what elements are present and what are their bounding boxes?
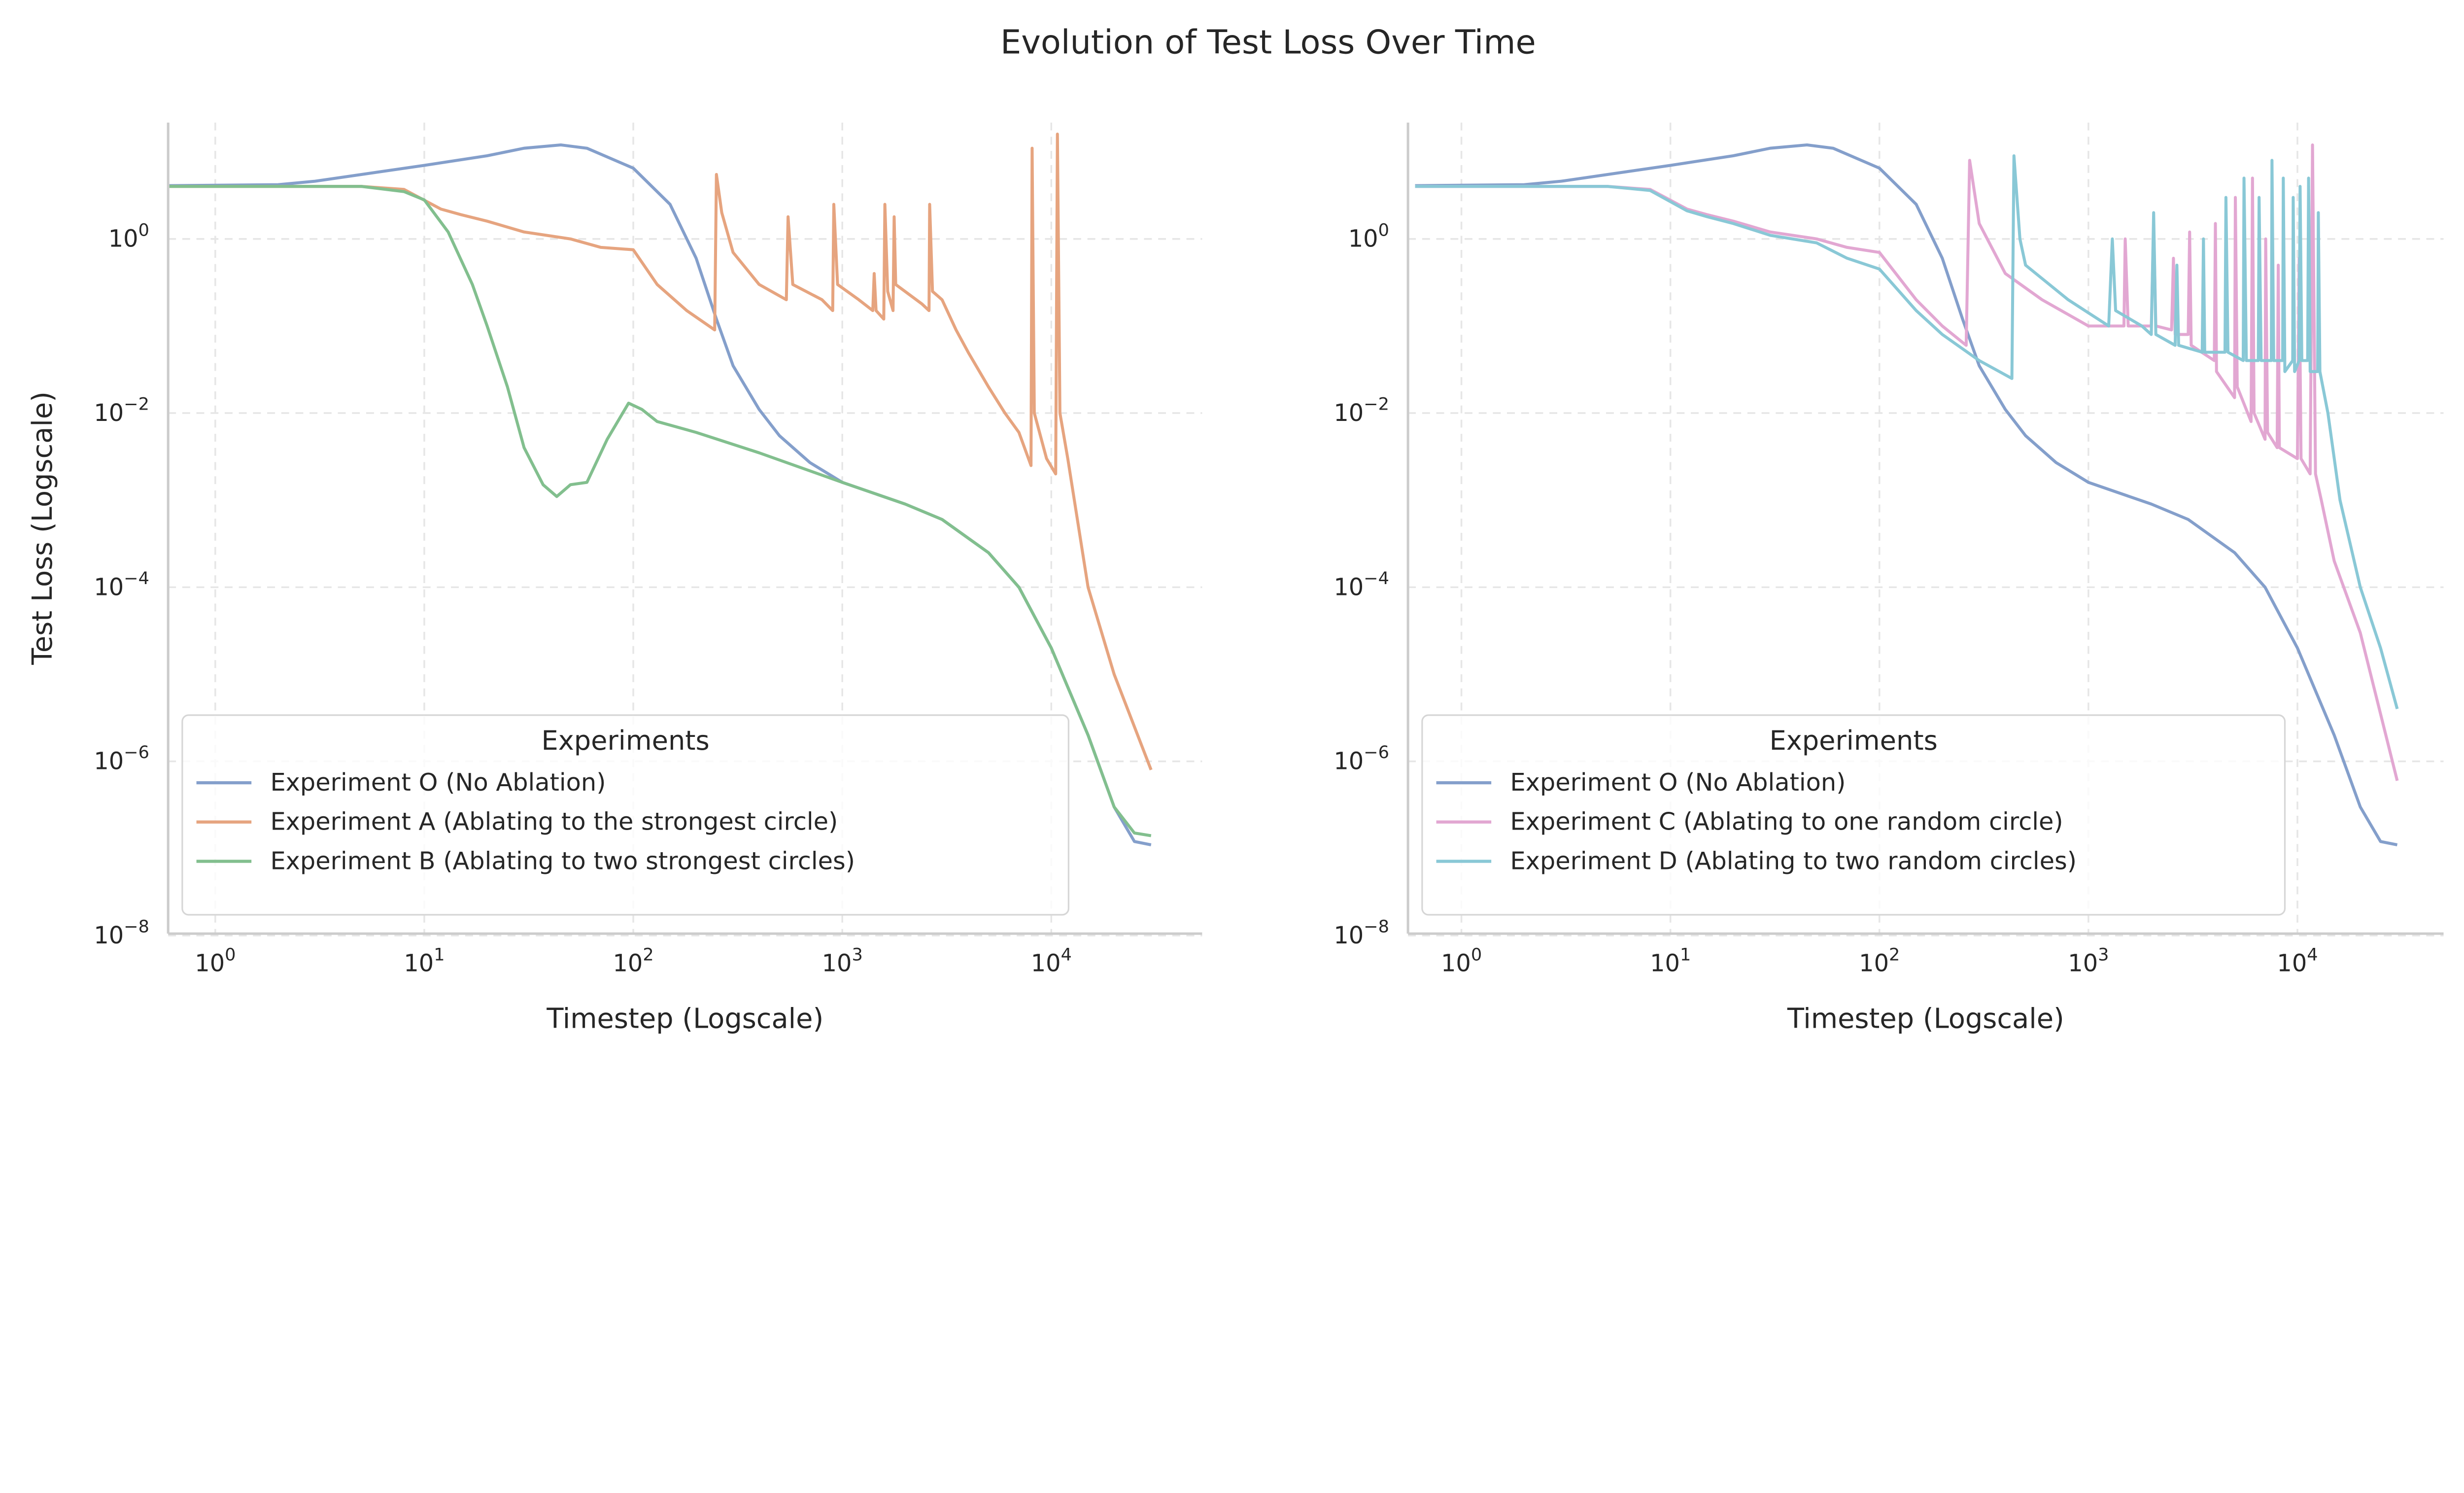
y-tick-label: 100 [108, 220, 149, 252]
series-line-C [1415, 143, 2399, 781]
y-tick-label: 10−4 [1334, 568, 1389, 601]
x-tick-label: 103 [822, 944, 863, 977]
y-tick-label: 10−2 [94, 394, 149, 427]
x-tick-label: 100 [195, 944, 236, 977]
right-subplot: 100 101 102 103 104 100 10−2 10−4 10−6 10−8 Timest… [1334, 122, 2444, 1035]
series-line-A [169, 132, 1153, 770]
legend-entry: Experiment O (No Ablation) [1510, 768, 1846, 797]
figure-title: Evolution of Test Loss Over Time [1000, 23, 1536, 61]
legend: Experiments Experiment O (No Ablation) Exp… [181, 714, 1069, 916]
legend-entry: Experiment C (Ablating to one random cir… [1510, 807, 2063, 836]
x-tick-label: 102 [1859, 944, 1900, 977]
y-axis-label: Test Loss (Logscale) [27, 391, 59, 665]
y-tick-label: 100 [1348, 220, 1389, 252]
x-axis-label: Timestep (Logscale) [546, 1003, 823, 1035]
legend-entry: Experiment B (Ablating to two strongest … [270, 846, 855, 875]
x-tick-label: 104 [1031, 944, 1072, 977]
y-tick-label: 10−6 [1334, 742, 1389, 775]
figure: Evolution of Test Loss Over Time 100 101 1… [27, 23, 2444, 1035]
series-line-B [169, 185, 1152, 837]
y-tick-label: 10−8 [1334, 917, 1389, 949]
x-axis-label: Timestep (Logscale) [1787, 1003, 2064, 1035]
series-line-D [1415, 154, 2399, 709]
legend-entry: Experiment A (Ablating to the strongest … [270, 807, 838, 836]
x-tick-label: 101 [404, 944, 445, 977]
legend-box [1421, 714, 2286, 916]
y-tick-label: 10−4 [94, 568, 149, 601]
legend: Experiments Experiment O (No Ablation) Exp… [1421, 714, 2286, 916]
legend-title: Experiments [1769, 725, 1937, 756]
legend-box [181, 714, 1069, 916]
series-line-O [1415, 143, 2398, 846]
x-tick-label: 103 [2068, 944, 2109, 977]
y-tick-label: 10−8 [94, 917, 149, 949]
legend-entry: Experiment O (No Ablation) [270, 768, 606, 797]
x-tick-label: 100 [1441, 944, 1482, 977]
x-tick-label: 104 [2277, 944, 2318, 977]
y-tick-label: 10−6 [94, 742, 149, 775]
x-tick-label: 102 [613, 944, 653, 977]
x-tick-label: 101 [1650, 944, 1691, 977]
legend-entry: Experiment D (Ablating to two random cir… [1510, 846, 2077, 875]
legend-title: Experiments [541, 725, 709, 756]
left-subplot: 100 101 102 103 104 100 10−2 10−4 10−6 10−8 Timest… [27, 122, 1202, 1035]
y-tick-label: 10−2 [1334, 394, 1389, 427]
